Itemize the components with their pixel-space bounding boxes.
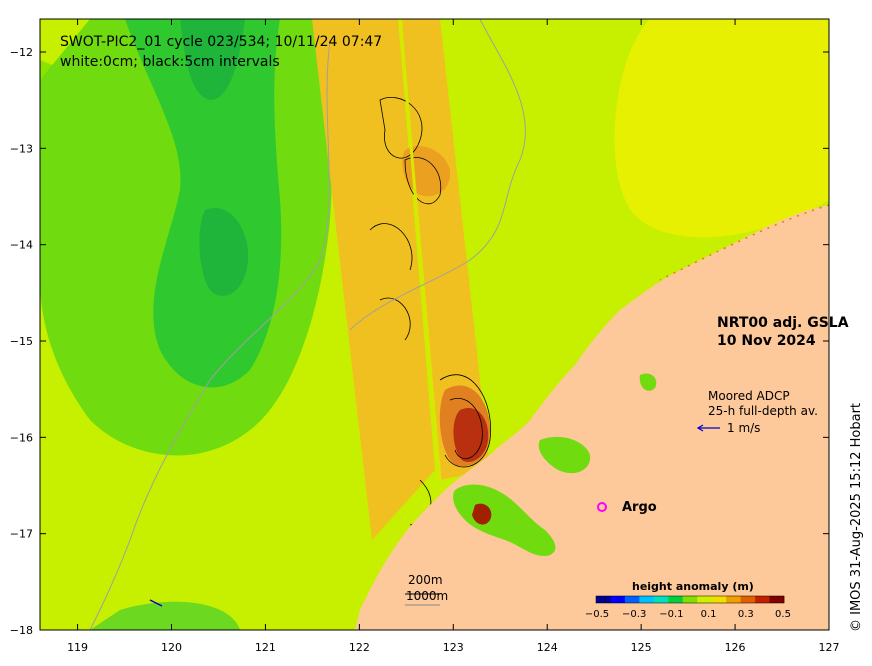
coastline-dots xyxy=(659,204,830,281)
y-tick-label: −14 xyxy=(10,239,33,252)
inlet-king-sound xyxy=(453,484,556,557)
colorbar-tick-label: −0.1 xyxy=(659,609,683,620)
inlet-peak xyxy=(472,503,492,525)
negative-anomaly-south xyxy=(90,601,240,630)
inlet-collier-bay xyxy=(538,436,591,474)
colorbar: height anomaly (m) −0.5 −0.3 −0.1 0.1 0.3 0.5 xyxy=(585,580,791,620)
x-tick-label: 126 xyxy=(725,641,746,654)
argo-legend-label: Argo xyxy=(622,500,657,515)
x-tick-label: 123 xyxy=(443,641,464,654)
swath-gap-line xyxy=(398,18,442,481)
colorbar-segment xyxy=(755,596,770,603)
positive-anomaly-ne xyxy=(614,19,829,238)
y-tick-label: −18 xyxy=(10,624,33,637)
y-tick-label: −13 xyxy=(10,142,33,155)
x-tick-label: 125 xyxy=(631,641,652,654)
colorbar-ticks: −0.5 −0.3 −0.1 0.1 0.3 0.5 xyxy=(585,609,791,620)
swath-contours xyxy=(369,97,492,526)
colorbar-tick-label: −0.3 xyxy=(622,609,646,620)
colorbar-segment xyxy=(740,596,756,603)
negative-anomaly-core xyxy=(125,19,282,388)
negative-anomaly-north xyxy=(180,19,245,100)
colorbar-segment xyxy=(682,596,698,603)
contour-200m xyxy=(349,18,526,331)
scale-label-1000m: 1000m xyxy=(406,589,448,603)
colorbar-segment xyxy=(624,596,640,603)
colorbar-segment xyxy=(596,596,611,603)
colorbar-tick-label: 0.3 xyxy=(738,609,754,620)
colorbar-segment xyxy=(653,596,669,603)
x-tick-label: 124 xyxy=(537,641,558,654)
product-label-line2: 10 Nov 2024 xyxy=(717,333,816,349)
plot-border xyxy=(39,18,830,631)
swot-swath xyxy=(312,18,492,540)
argo-legend-marker xyxy=(597,502,607,512)
colorbar-border xyxy=(595,595,785,604)
plot-area xyxy=(39,18,830,631)
credit-label: © IMOS 31-Aug-2025 15:12 Hobart xyxy=(849,403,864,632)
scale-label-200m: 200m xyxy=(408,573,443,587)
x-tick-label: 121 xyxy=(255,641,276,654)
colorbar-title: height anomaly (m) xyxy=(632,580,754,593)
y-tick-label: −16 xyxy=(10,431,33,444)
colorbar-tick-label: 0.1 xyxy=(701,609,717,620)
adcp-speed-label: 1 m/s xyxy=(727,421,760,435)
contour-1000m xyxy=(89,39,331,631)
x-tick-label: 120 xyxy=(161,641,182,654)
colorbar-segment xyxy=(726,596,741,603)
x-tick-label: 119 xyxy=(67,641,88,654)
colorbar-tick-label: −0.5 xyxy=(585,609,609,620)
colorbar-tick-label: 0.5 xyxy=(775,609,791,620)
colorbar-segment xyxy=(769,596,785,603)
adcp-site-arrow xyxy=(149,599,163,607)
colorbar-segment xyxy=(711,596,727,603)
colorbar-segment xyxy=(639,596,655,603)
plot-title-line1: SWOT-PIC2_01 cycle 023/534; 10/11/24 07:… xyxy=(60,34,382,50)
y-tick-label: −17 xyxy=(10,528,33,541)
inlet-eastern xyxy=(639,373,657,391)
adcp-legend-line1: Moored ADCP xyxy=(708,389,790,403)
x-axis: 119 120 121 122 123 124 125 126 127 xyxy=(67,19,840,654)
y-tick-label: −12 xyxy=(10,46,33,59)
plot-title-line2: white:0cm; black:5cm intervals xyxy=(60,54,280,70)
adcp-legend-line2: 25-h full-depth av. xyxy=(708,404,818,418)
negative-anomaly-deep xyxy=(199,208,249,296)
colorbar-segment xyxy=(668,596,684,603)
colorbar-segment xyxy=(697,596,712,603)
y-axis: −12 −13 −14 −15 −16 −17 −18 xyxy=(10,46,829,637)
swath-left xyxy=(312,19,435,540)
product-label-line1: NRT00 adj. GSLA xyxy=(717,315,849,331)
adcp-legend-arrow xyxy=(696,424,720,432)
colorbar-segment xyxy=(610,596,626,603)
y-tick-label: −15 xyxy=(10,335,33,348)
swath-right xyxy=(402,19,490,480)
x-tick-label: 122 xyxy=(349,641,370,654)
colorbar-segments xyxy=(596,596,785,603)
x-tick-label: 127 xyxy=(819,641,840,654)
